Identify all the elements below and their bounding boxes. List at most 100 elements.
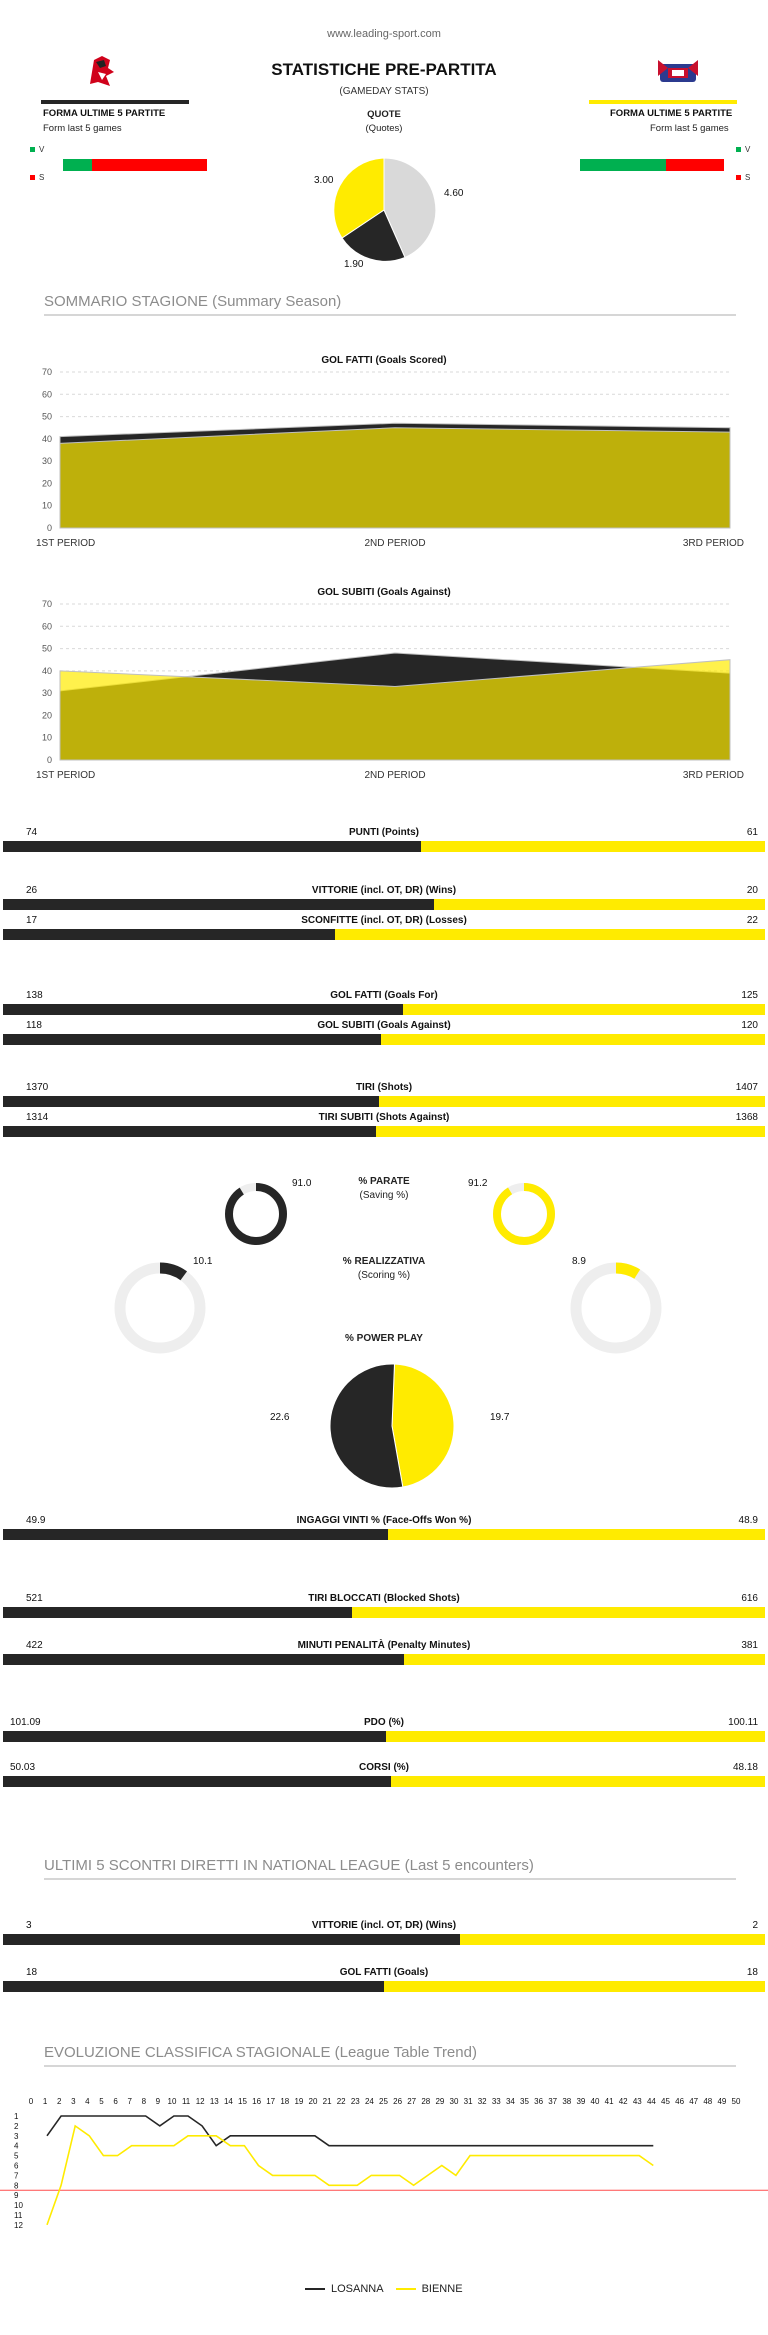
trend-x-tick: 44	[647, 2097, 656, 2106]
trend-x-tick: 6	[113, 2097, 118, 2106]
stat-bar-home	[3, 1126, 377, 1137]
trend-series-line	[46, 2124, 654, 2226]
section-divider	[44, 2065, 736, 2067]
legend-label-bienne: BIENNE	[421, 2283, 463, 2295]
chart-goals-scored-title: GOL FATTI (Goals Scored)	[321, 355, 447, 366]
stat-label: VITTORIE (incl. OT, DR) (Wins)	[311, 1920, 457, 1931]
goals-against-chart: 0 10 20 30 40 50 60 70 1ST PERIOD 2ND PERIOD 3RD P…	[36, 600, 744, 781]
stat-bar-home	[3, 1607, 352, 1618]
stat-bar	[3, 1776, 765, 1787]
x-tick-label: 1ST PERIOD	[36, 770, 95, 781]
trend-x-tick: 21	[323, 2097, 332, 2106]
trend-x-tick: 41	[605, 2097, 614, 2106]
stat-away-value: 2	[752, 1920, 758, 1931]
away-powerplay-value: 19.7	[490, 1412, 510, 1423]
quote-sub: (Quotes)	[365, 123, 403, 134]
trend-x-tick: 0	[29, 2097, 34, 2106]
stat-bar-home	[3, 929, 336, 940]
scoring-pct-title: % REALIZZATIVA	[342, 1256, 426, 1267]
trend-x-tick: 7	[127, 2097, 132, 2106]
trend-x-tick: 36	[534, 2097, 543, 2106]
home-legend-s: S	[30, 173, 44, 182]
stat-bar-home	[3, 1981, 384, 1992]
y-tick-label: 30	[42, 456, 52, 466]
legend-swatch-bienne	[395, 2288, 416, 2290]
site-url: www.leading-sport.com	[327, 28, 441, 40]
y-tick-label: 0	[47, 755, 52, 765]
stat-bar-home	[3, 1731, 386, 1742]
chart-goals-against-title: GOL SUBITI (Goals Against)	[317, 587, 451, 598]
trend-x-tick: 3	[71, 2097, 76, 2106]
home-form-label: FORMA ULTIME 5 PARTITE	[43, 108, 166, 119]
stat-label: TIRI (Shots)	[355, 1082, 413, 1093]
stat-away-value: 18	[746, 1967, 758, 1978]
trend-x-tick: 27	[407, 2097, 416, 2106]
trend-x-tick: 34	[506, 2097, 515, 2106]
scoring-pct-subtitle: (Scoring %)	[357, 1270, 411, 1281]
quote-slice-away	[383, 157, 437, 259]
trend-x-tick: 42	[619, 2097, 628, 2106]
x-tick-label: 1ST PERIOD	[36, 538, 95, 549]
stat-bar-away	[420, 841, 765, 852]
stat-bar-away	[387, 1529, 765, 1540]
quote-home-value: 3.00	[314, 175, 334, 186]
stat-bar-away	[380, 1034, 765, 1045]
trend-y-tick: 8	[14, 2181, 19, 2190]
trend-y-tick: 6	[14, 2162, 19, 2171]
stat-bar-home	[3, 1776, 391, 1787]
stat-label: CORSI (%)	[359, 1762, 409, 1773]
stat-label: TIRI SUBITI (Shots Against)	[318, 1112, 450, 1123]
saving-pct-subtitle: (Saving %)	[359, 1190, 409, 1201]
stat-bar	[3, 1096, 765, 1107]
away-saving-donut	[493, 1183, 555, 1245]
y-tick-label: 60	[42, 389, 52, 399]
stat-away-value: 48.18	[732, 1762, 758, 1773]
stat-label: TIRI BLOCCATI (Blocked Shots)	[308, 1593, 460, 1604]
away-team-bar	[589, 100, 737, 104]
home-team-logo	[90, 56, 114, 86]
trend-x-tick: 30	[450, 2097, 459, 2106]
trend-x-tick: 15	[238, 2097, 247, 2106]
trend-x-tick: 49	[717, 2097, 726, 2106]
trend-x-tick: 12	[196, 2097, 205, 2106]
home-saving-value: 91.0	[292, 1178, 312, 1189]
area-series	[59, 427, 731, 529]
stat-label: VITTORIE (incl. OT, DR) (Wins)	[311, 885, 457, 896]
stat-label: GOL FATTI (Goals For)	[330, 990, 438, 1001]
stat-bar-home	[3, 1934, 461, 1945]
trend-x-tick: 38	[562, 2097, 571, 2106]
y-tick-label: 20	[42, 710, 52, 720]
trend-x-tick: 2	[57, 2097, 62, 2106]
stat-bar	[3, 929, 765, 940]
y-tick-label: 0	[47, 523, 52, 533]
y-tick-label: 40	[42, 434, 52, 444]
stat-bar-home	[3, 1654, 404, 1665]
stat-bar-away	[390, 1776, 765, 1787]
trend-x-tick: 26	[393, 2097, 402, 2106]
stat-bar-home	[3, 1034, 381, 1045]
stat-bar-away	[403, 1654, 765, 1665]
away-team-logo	[658, 60, 698, 82]
quote-slice-draw	[341, 209, 406, 262]
stat-away-value: 616	[741, 1593, 758, 1604]
legend-label-losanna: LOSANNA	[331, 2283, 384, 2295]
stat-away-value: 125	[741, 990, 758, 1001]
away-form-sub: Form last 5 games	[650, 123, 729, 134]
stat-home-value: 1370	[26, 1082, 49, 1093]
stat-bar	[3, 1034, 765, 1045]
y-tick-label: 10	[42, 501, 52, 511]
trend-y-tick: 9	[14, 2191, 19, 2200]
stat-bar-away	[378, 1096, 765, 1107]
section-divider	[44, 314, 736, 316]
home-form-losses-segment	[91, 159, 207, 171]
home-team-bar	[41, 100, 189, 104]
trend-x-tick: 37	[548, 2097, 557, 2106]
trend-y-tick: 12	[14, 2221, 23, 2230]
section-divider	[44, 1878, 736, 1880]
stat-label: PUNTI (Points)	[349, 827, 419, 838]
area-series	[59, 659, 731, 761]
stat-bar-away	[335, 929, 765, 940]
stat-bar-away	[433, 899, 765, 910]
stat-bar-home	[3, 1096, 379, 1107]
stat-bar	[3, 1004, 765, 1015]
